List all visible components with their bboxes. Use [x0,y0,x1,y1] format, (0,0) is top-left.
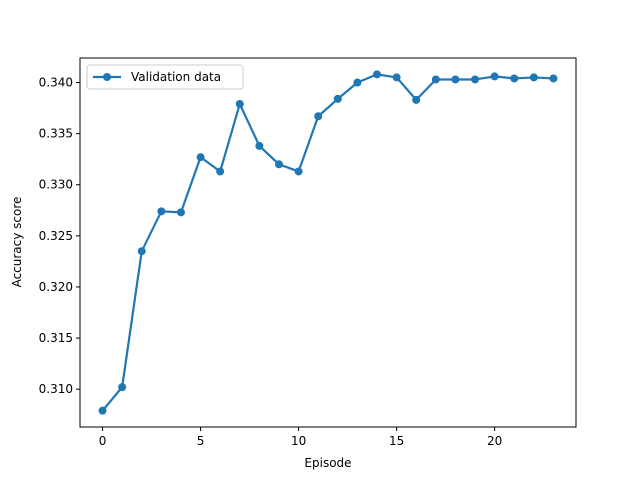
legend-box [86,64,244,90]
data-point [549,74,558,83]
y-tick-label: 0.310 [39,382,73,396]
data-point [373,70,382,79]
data-point [137,247,146,256]
x-tick-label: 15 [389,434,404,448]
axes: 0 5 10 15 20 0.310 0.315 0.320 0.325 0.330 0.335 0.… [39,57,577,448]
data-point [412,95,421,104]
data-point [510,74,519,83]
y-tick-label: 0.340 [39,76,73,90]
data-point [353,78,362,87]
y-tick-label: 0.315 [39,331,73,345]
axes-frame [79,57,577,428]
data-point [98,406,107,415]
data-point [314,112,323,121]
legend-label: Validation data [131,70,221,84]
x-tick-label: 10 [291,434,306,448]
data-point [216,167,225,176]
data-point [235,100,244,108]
data-point [529,73,538,82]
data-point [392,73,401,82]
data-point [451,75,460,84]
data-point [431,75,440,84]
y-axis-label: Accuracy score [10,197,24,288]
data-point [157,207,166,216]
data-point [118,383,127,392]
x-axis-label: Episode [304,456,351,470]
data-point [274,160,283,169]
legend-marker-swatch [103,73,111,81]
data-point [333,94,342,103]
data-point [176,208,185,217]
y-tick-label: 0.335 [39,127,73,141]
plot-area [98,70,558,415]
x-tick-label: 5 [197,434,205,448]
legend: Validation data [86,64,244,90]
y-tick-label: 0.325 [39,229,73,243]
x-tick-label: 20 [487,434,502,448]
data-point [196,153,205,162]
data-point [294,167,303,176]
y-tick-label: 0.330 [39,178,73,192]
x-tick-label: 0 [99,434,107,448]
data-point [490,72,499,81]
y-tick-label: 0.320 [39,280,73,294]
data-point [471,75,480,84]
data-point [255,141,264,150]
